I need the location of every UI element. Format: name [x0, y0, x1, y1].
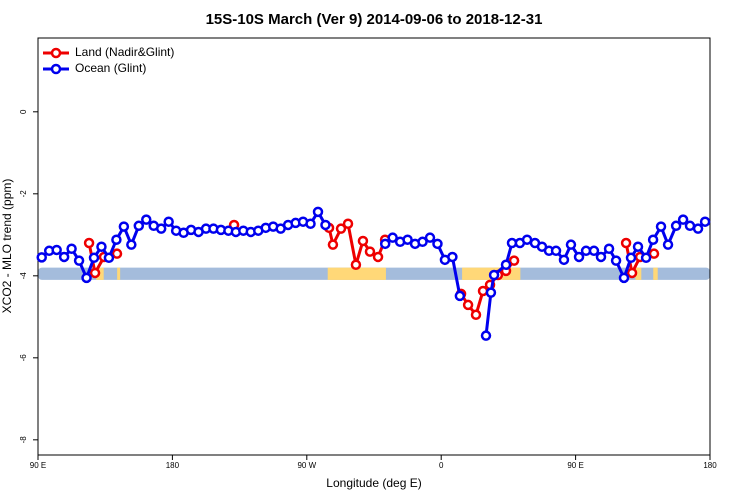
data-point	[342, 218, 354, 229]
legend-label: Ocean (Glint)	[75, 61, 146, 75]
data-point	[480, 330, 492, 341]
data-point	[573, 251, 585, 263]
data-point	[327, 239, 339, 250]
legend-label: Land (Nadir&Glint)	[75, 45, 174, 59]
data-point	[655, 221, 667, 232]
data-point	[103, 252, 115, 264]
data-point	[111, 234, 122, 245]
data-point	[625, 252, 637, 264]
data-point	[73, 255, 85, 266]
data-point	[662, 239, 674, 250]
data-point	[432, 238, 443, 250]
data-point	[335, 223, 347, 234]
data-point	[500, 259, 512, 270]
data-point	[684, 220, 696, 232]
data-point	[632, 241, 644, 252]
data-point	[454, 290, 466, 302]
y-tick-label: -8	[19, 436, 28, 444]
data-point	[126, 239, 137, 250]
data-point	[320, 219, 331, 231]
data-point	[462, 299, 474, 311]
data-point	[565, 239, 577, 250]
data-point	[372, 251, 384, 263]
data-point	[699, 216, 711, 227]
data-point	[588, 245, 600, 257]
data-point	[417, 236, 428, 248]
data-point	[350, 259, 362, 270]
data-point	[647, 234, 659, 245]
y-axis-label: XCO2 - MLO trend (ppm)	[0, 179, 14, 314]
data-point	[402, 234, 413, 245]
data-point	[83, 237, 95, 249]
data-point	[51, 244, 62, 256]
data-point	[626, 267, 638, 279]
x-axis-label: Longitude (deg E)	[326, 476, 421, 490]
x-tick-label: 90 W	[297, 461, 316, 470]
data-point	[595, 251, 607, 263]
data-point	[618, 272, 630, 284]
land-band	[117, 267, 121, 280]
data-point	[111, 248, 123, 259]
data-point	[379, 238, 391, 250]
data-point	[485, 287, 497, 298]
data-point	[550, 245, 562, 257]
data-point	[88, 252, 100, 264]
data-point	[89, 267, 101, 279]
data-point	[96, 241, 107, 252]
data-point	[141, 214, 152, 225]
data-point	[81, 272, 92, 284]
data-point	[364, 246, 376, 257]
land-band	[653, 267, 658, 280]
x-tick-label: 90 E	[567, 461, 583, 470]
x-tick-label: 180	[703, 461, 717, 470]
data-point	[58, 251, 70, 263]
x-tick-label: 180	[166, 461, 180, 470]
data-point	[305, 218, 316, 229]
data-point	[118, 221, 130, 232]
data-point	[66, 243, 77, 255]
chart-title: 15S-10S March (Ver 9) 2014-09-06 to 2018…	[206, 11, 543, 28]
data-point	[692, 223, 704, 234]
data-point	[312, 206, 324, 218]
data-point	[155, 223, 167, 234]
land-band	[327, 267, 386, 280]
data-point	[424, 232, 436, 243]
y-tick-label: -4	[19, 272, 28, 280]
y-tick-label: 0	[19, 109, 28, 114]
data-point	[357, 235, 369, 247]
data-point	[603, 243, 615, 255]
data-point	[163, 216, 174, 227]
data-point	[387, 232, 398, 243]
data-point	[648, 248, 660, 259]
data-point	[470, 309, 482, 321]
x-tick-label: 90 E	[30, 461, 46, 470]
data-point	[620, 237, 632, 249]
data-point	[133, 220, 145, 232]
data-point	[447, 251, 458, 263]
data-point	[558, 254, 570, 266]
legend-marker	[50, 47, 62, 59]
y-tick-label: -2	[19, 190, 28, 198]
data-point	[677, 214, 689, 225]
land-band	[635, 267, 642, 280]
plot-frame	[37, 37, 711, 456]
x-tick-label: 0	[439, 461, 444, 470]
legend-marker	[50, 63, 62, 75]
data-point	[488, 269, 500, 281]
data-point	[36, 252, 47, 263]
data-point	[670, 220, 682, 232]
data-point	[610, 255, 622, 266]
y-tick-label: -6	[19, 354, 28, 362]
data-point	[508, 255, 520, 266]
data-point	[640, 252, 652, 264]
